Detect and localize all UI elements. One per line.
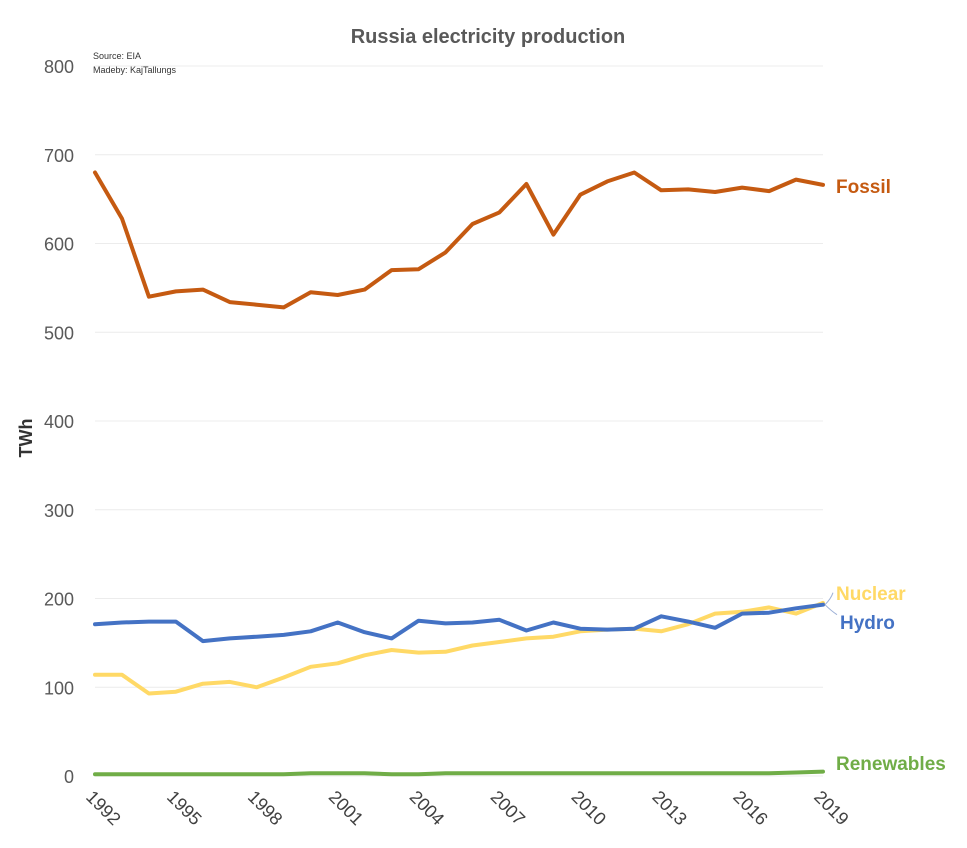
y-tick-label: 400 — [44, 412, 74, 432]
x-tick-label: 2004 — [406, 787, 448, 829]
series-label-fossil: Fossil — [836, 177, 891, 198]
chart-title: Russia electricity production — [351, 26, 626, 48]
y-tick-label: 0 — [64, 767, 74, 787]
y-tick-label: 100 — [44, 678, 74, 698]
series-label-hydro: Hydro — [840, 613, 895, 634]
x-tick-label: 1998 — [244, 787, 286, 829]
x-tick-label: 2016 — [729, 787, 771, 829]
series-lines — [93, 170, 825, 777]
x-tick-label: 2007 — [487, 787, 529, 829]
series-line-fossil — [93, 170, 825, 310]
y-tick-label: 200 — [44, 590, 74, 610]
series-line-nuclear — [93, 600, 825, 696]
x-tick-label: 2001 — [325, 787, 367, 829]
hydro-label-leader — [824, 604, 838, 616]
y-axis-ticks: 0 100 200 300 400 500 600 700 800 — [44, 57, 74, 787]
series-line-hydro — [93, 602, 825, 644]
gridlines — [95, 65, 823, 777]
x-tick-label: 1995 — [163, 787, 205, 829]
x-tick-label: 2013 — [648, 787, 690, 829]
y-tick-label: 600 — [44, 235, 74, 255]
y-tick-label: 700 — [44, 146, 74, 166]
y-axis-label: TWh — [16, 419, 36, 458]
nuclear-label-leader — [824, 592, 834, 606]
series-line-renewables — [93, 769, 825, 777]
series-labels: Fossil Nuclear Hydro Renewables — [824, 177, 946, 775]
y-tick-label: 300 — [44, 501, 74, 521]
author-note: Madeby: KajTallungs — [93, 65, 177, 75]
series-label-nuclear: Nuclear — [836, 584, 906, 605]
x-tick-label: 2019 — [810, 787, 852, 829]
source-note: Source: EIA — [93, 51, 141, 61]
series-label-renewables: Renewables — [836, 754, 946, 775]
x-tick-label: 2010 — [568, 787, 610, 829]
x-axis-ticks: 1992 1995 1998 2001 2004 2007 2010 2013 2016 2019 — [82, 787, 852, 829]
x-tick-label: 1992 — [82, 787, 124, 829]
y-tick-label: 800 — [44, 57, 74, 77]
y-tick-label: 500 — [44, 323, 74, 343]
